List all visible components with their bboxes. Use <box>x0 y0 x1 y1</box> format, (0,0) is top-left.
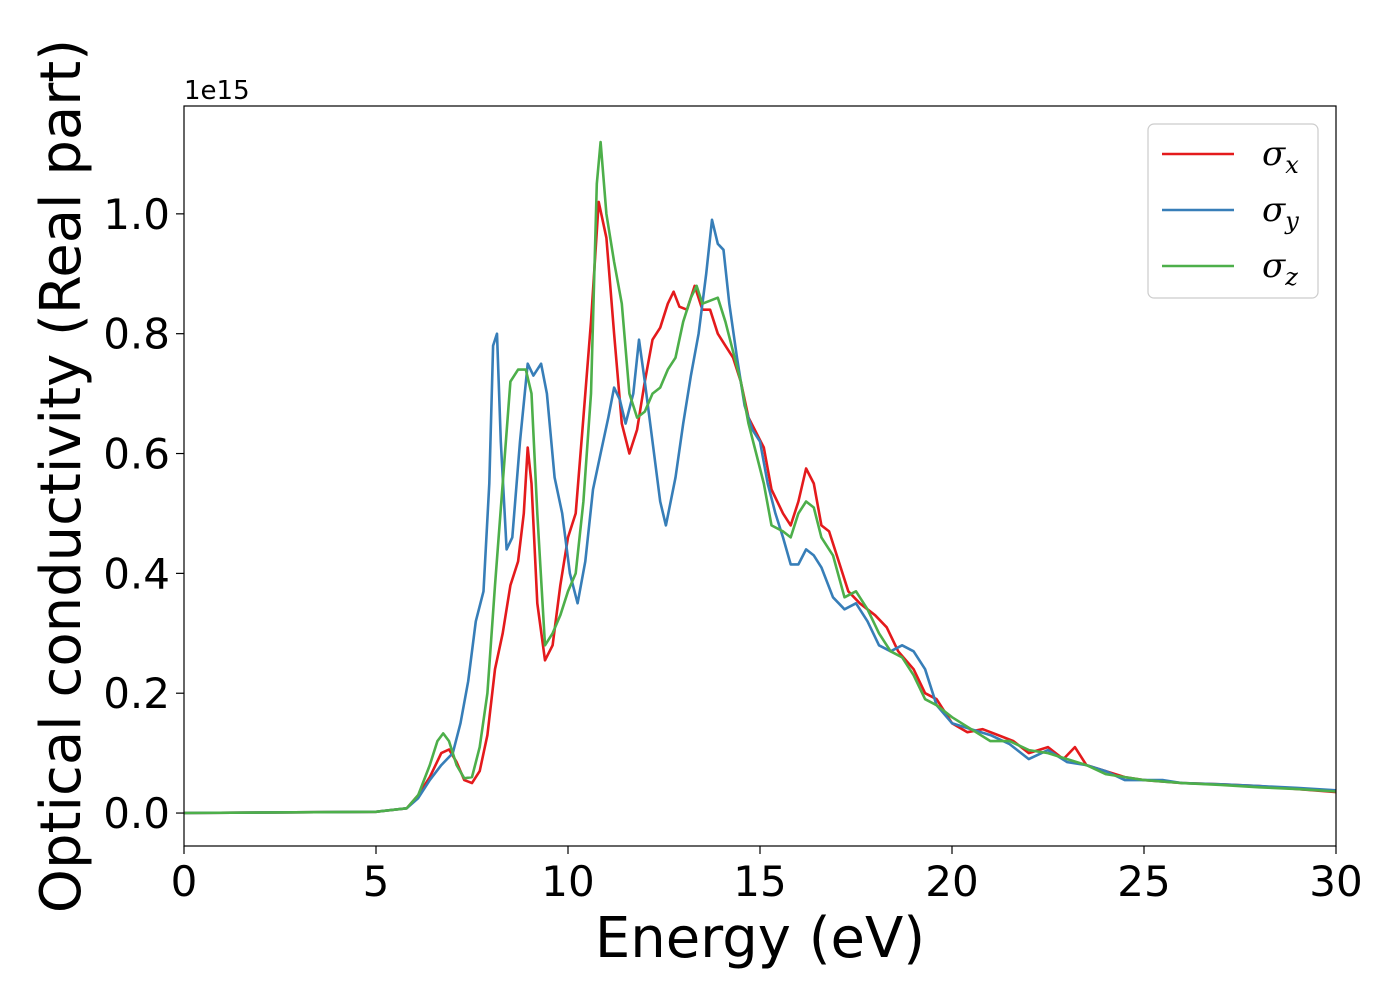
y-tick-label: 1.0 <box>103 190 170 239</box>
x-tick-label: 25 <box>1117 857 1170 906</box>
y-tick-label: 0.0 <box>103 789 170 838</box>
x-tick-label: 20 <box>925 857 978 906</box>
series-layer <box>184 140 1336 815</box>
x-tick-label: 5 <box>363 857 390 906</box>
x-tick-label: 15 <box>733 857 786 906</box>
y-tick-label: 0.6 <box>103 430 170 479</box>
series-line-x <box>184 200 1336 815</box>
x-axis-title: Energy (eV) <box>595 906 925 971</box>
legend-entries: σx σy σz <box>1162 134 1299 291</box>
x-tick-label: 10 <box>541 857 594 906</box>
x-tick-label: 30 <box>1309 857 1362 906</box>
legend-label-z: σz <box>1262 246 1298 291</box>
legend-label-x: σx <box>1262 134 1299 179</box>
x-tick-label: 0 <box>171 857 198 906</box>
y-offset-label: 1e15 <box>184 76 250 106</box>
series-line-z <box>184 140 1336 815</box>
y-axis-ticks: 0.0 0.2 0.4 0.6 0.8 1.0 <box>103 190 184 838</box>
legend: σx σy σz <box>1147 123 1319 299</box>
y-tick-label: 0.4 <box>103 549 170 598</box>
y-axis-title: Optical conductivity (Real part) <box>29 39 94 913</box>
y-tick-label: 0.8 <box>103 310 170 359</box>
legend-label-y: σy <box>1262 190 1299 235</box>
x-axis-ticks: 0 5 10 15 20 25 30 <box>171 846 1363 906</box>
y-tick-label: 0.2 <box>103 669 170 718</box>
